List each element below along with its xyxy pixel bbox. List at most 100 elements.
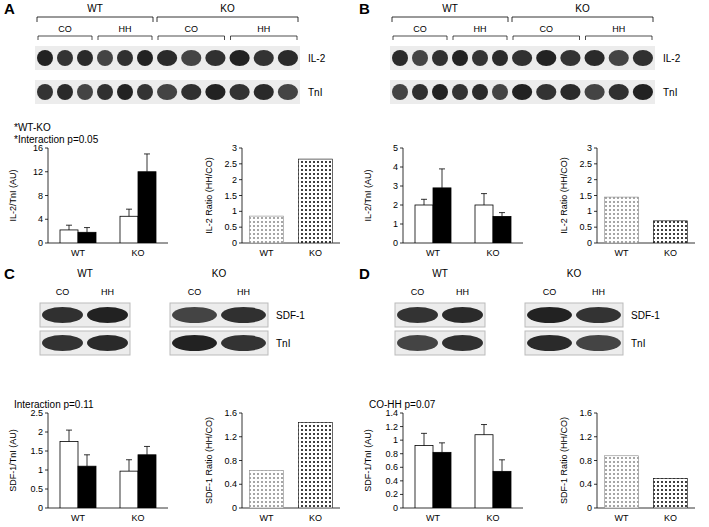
y-tick <box>594 163 597 164</box>
bar <box>605 197 639 243</box>
y-tick-label: 1 <box>587 206 592 216</box>
y-tick-label: 3 <box>393 181 398 191</box>
y-tick <box>400 413 403 414</box>
blot-background <box>510 46 655 70</box>
y-tick <box>594 436 597 437</box>
y-tick <box>45 219 48 220</box>
x-tick-label: KO <box>309 248 322 258</box>
annotation: *Interaction p=0.05 <box>14 134 99 145</box>
blot-band <box>392 84 408 100</box>
blot-band <box>536 84 556 100</box>
y-tick <box>594 243 597 244</box>
group-label: KO <box>212 268 227 279</box>
y-axis <box>48 148 49 243</box>
condition-bracket <box>586 36 653 40</box>
y-tick <box>239 227 242 228</box>
x-tick-label: KO <box>486 513 499 523</box>
bar <box>60 442 78 509</box>
y-tick-label: 0.8 <box>224 456 237 466</box>
blot-band <box>157 84 177 100</box>
group-bracket <box>157 17 298 22</box>
blot-band <box>254 84 274 100</box>
y-tick <box>594 195 597 196</box>
y-tick <box>400 494 403 495</box>
chart: 00.20.40.60.811.21.4SDF-1/TnI (AU)CO-HH … <box>363 399 523 523</box>
y-tick <box>45 470 48 471</box>
y-tick-label: 0 <box>393 503 398 513</box>
y-tick <box>400 453 403 454</box>
y-axis <box>597 413 598 508</box>
y-tick <box>400 480 403 481</box>
y-tick-label: 0.5 <box>224 222 237 232</box>
condition-label: HH <box>474 24 487 34</box>
bar <box>299 423 333 509</box>
group-label: WT <box>432 268 448 279</box>
blot-band <box>609 84 629 100</box>
chart: 0481216IL-2/TnI (AU)*WT-KO*Interaction p… <box>8 122 168 258</box>
y-tick-label: 5 <box>393 143 398 153</box>
blot-band <box>42 307 83 323</box>
group-label: KO <box>575 3 590 14</box>
bar <box>654 478 688 508</box>
y-tick <box>239 460 242 461</box>
y-tick <box>239 211 242 212</box>
y-tick <box>594 179 597 180</box>
blot-background <box>525 331 623 355</box>
condition-label: CO <box>543 287 557 297</box>
y-tick <box>594 484 597 485</box>
y-tick <box>400 440 403 441</box>
condition-bracket <box>158 36 225 40</box>
y-tick <box>400 243 403 244</box>
y-tick <box>400 167 403 168</box>
y-tick <box>45 243 48 244</box>
bar <box>654 221 688 243</box>
condition-label: CO <box>188 287 202 297</box>
y-tick-label: 1.5 <box>30 446 43 456</box>
y-tick-label: 2 <box>38 427 43 437</box>
blot-band <box>412 50 428 66</box>
x-tick-label: WT <box>71 248 85 258</box>
blot-band <box>97 50 113 66</box>
bar <box>120 216 138 243</box>
bar <box>138 172 156 243</box>
blot-band <box>527 307 572 323</box>
blot-band <box>560 50 580 66</box>
y-tick <box>239 243 242 244</box>
bar <box>120 471 138 508</box>
blot-band <box>230 50 250 66</box>
y-tick-label: 1.5 <box>579 191 592 201</box>
group-label: KO <box>567 268 582 279</box>
y-tick <box>45 451 48 452</box>
blot: AWTCOHHKOCOHHIL-2TnI <box>4 0 326 104</box>
blot: BWTCOHHKOCOHHIL-2TnI <box>359 0 681 104</box>
y-axis <box>403 413 404 508</box>
y-tick-label: 1.2 <box>224 432 237 442</box>
blot-band <box>181 50 201 66</box>
panel-letter: A <box>4 0 15 17</box>
y-tick-label: 0 <box>587 238 592 248</box>
blot-background <box>395 331 485 355</box>
blot-band <box>452 84 468 100</box>
marks <box>250 159 333 243</box>
group-bracket <box>512 17 653 22</box>
y-tick-label: 0 <box>232 503 237 513</box>
blot-band <box>221 307 266 323</box>
y-tick-label: 1.2 <box>579 432 592 442</box>
blot-band <box>512 84 532 100</box>
y-axis <box>242 413 243 508</box>
blot-band <box>432 50 448 66</box>
y-tick-label: 0.4 <box>579 479 592 489</box>
blot-background <box>155 80 300 104</box>
bar <box>250 471 284 508</box>
blot-band <box>87 307 128 323</box>
blot-band <box>278 84 298 100</box>
blot-background <box>40 303 130 327</box>
y-tick <box>400 426 403 427</box>
error-bar <box>126 460 132 471</box>
group-label: WT <box>442 3 458 14</box>
group-bracket <box>37 17 153 22</box>
y-tick <box>45 489 48 490</box>
y-tick <box>45 195 48 196</box>
blot-band <box>472 84 488 100</box>
condition-label: CO <box>56 287 70 297</box>
